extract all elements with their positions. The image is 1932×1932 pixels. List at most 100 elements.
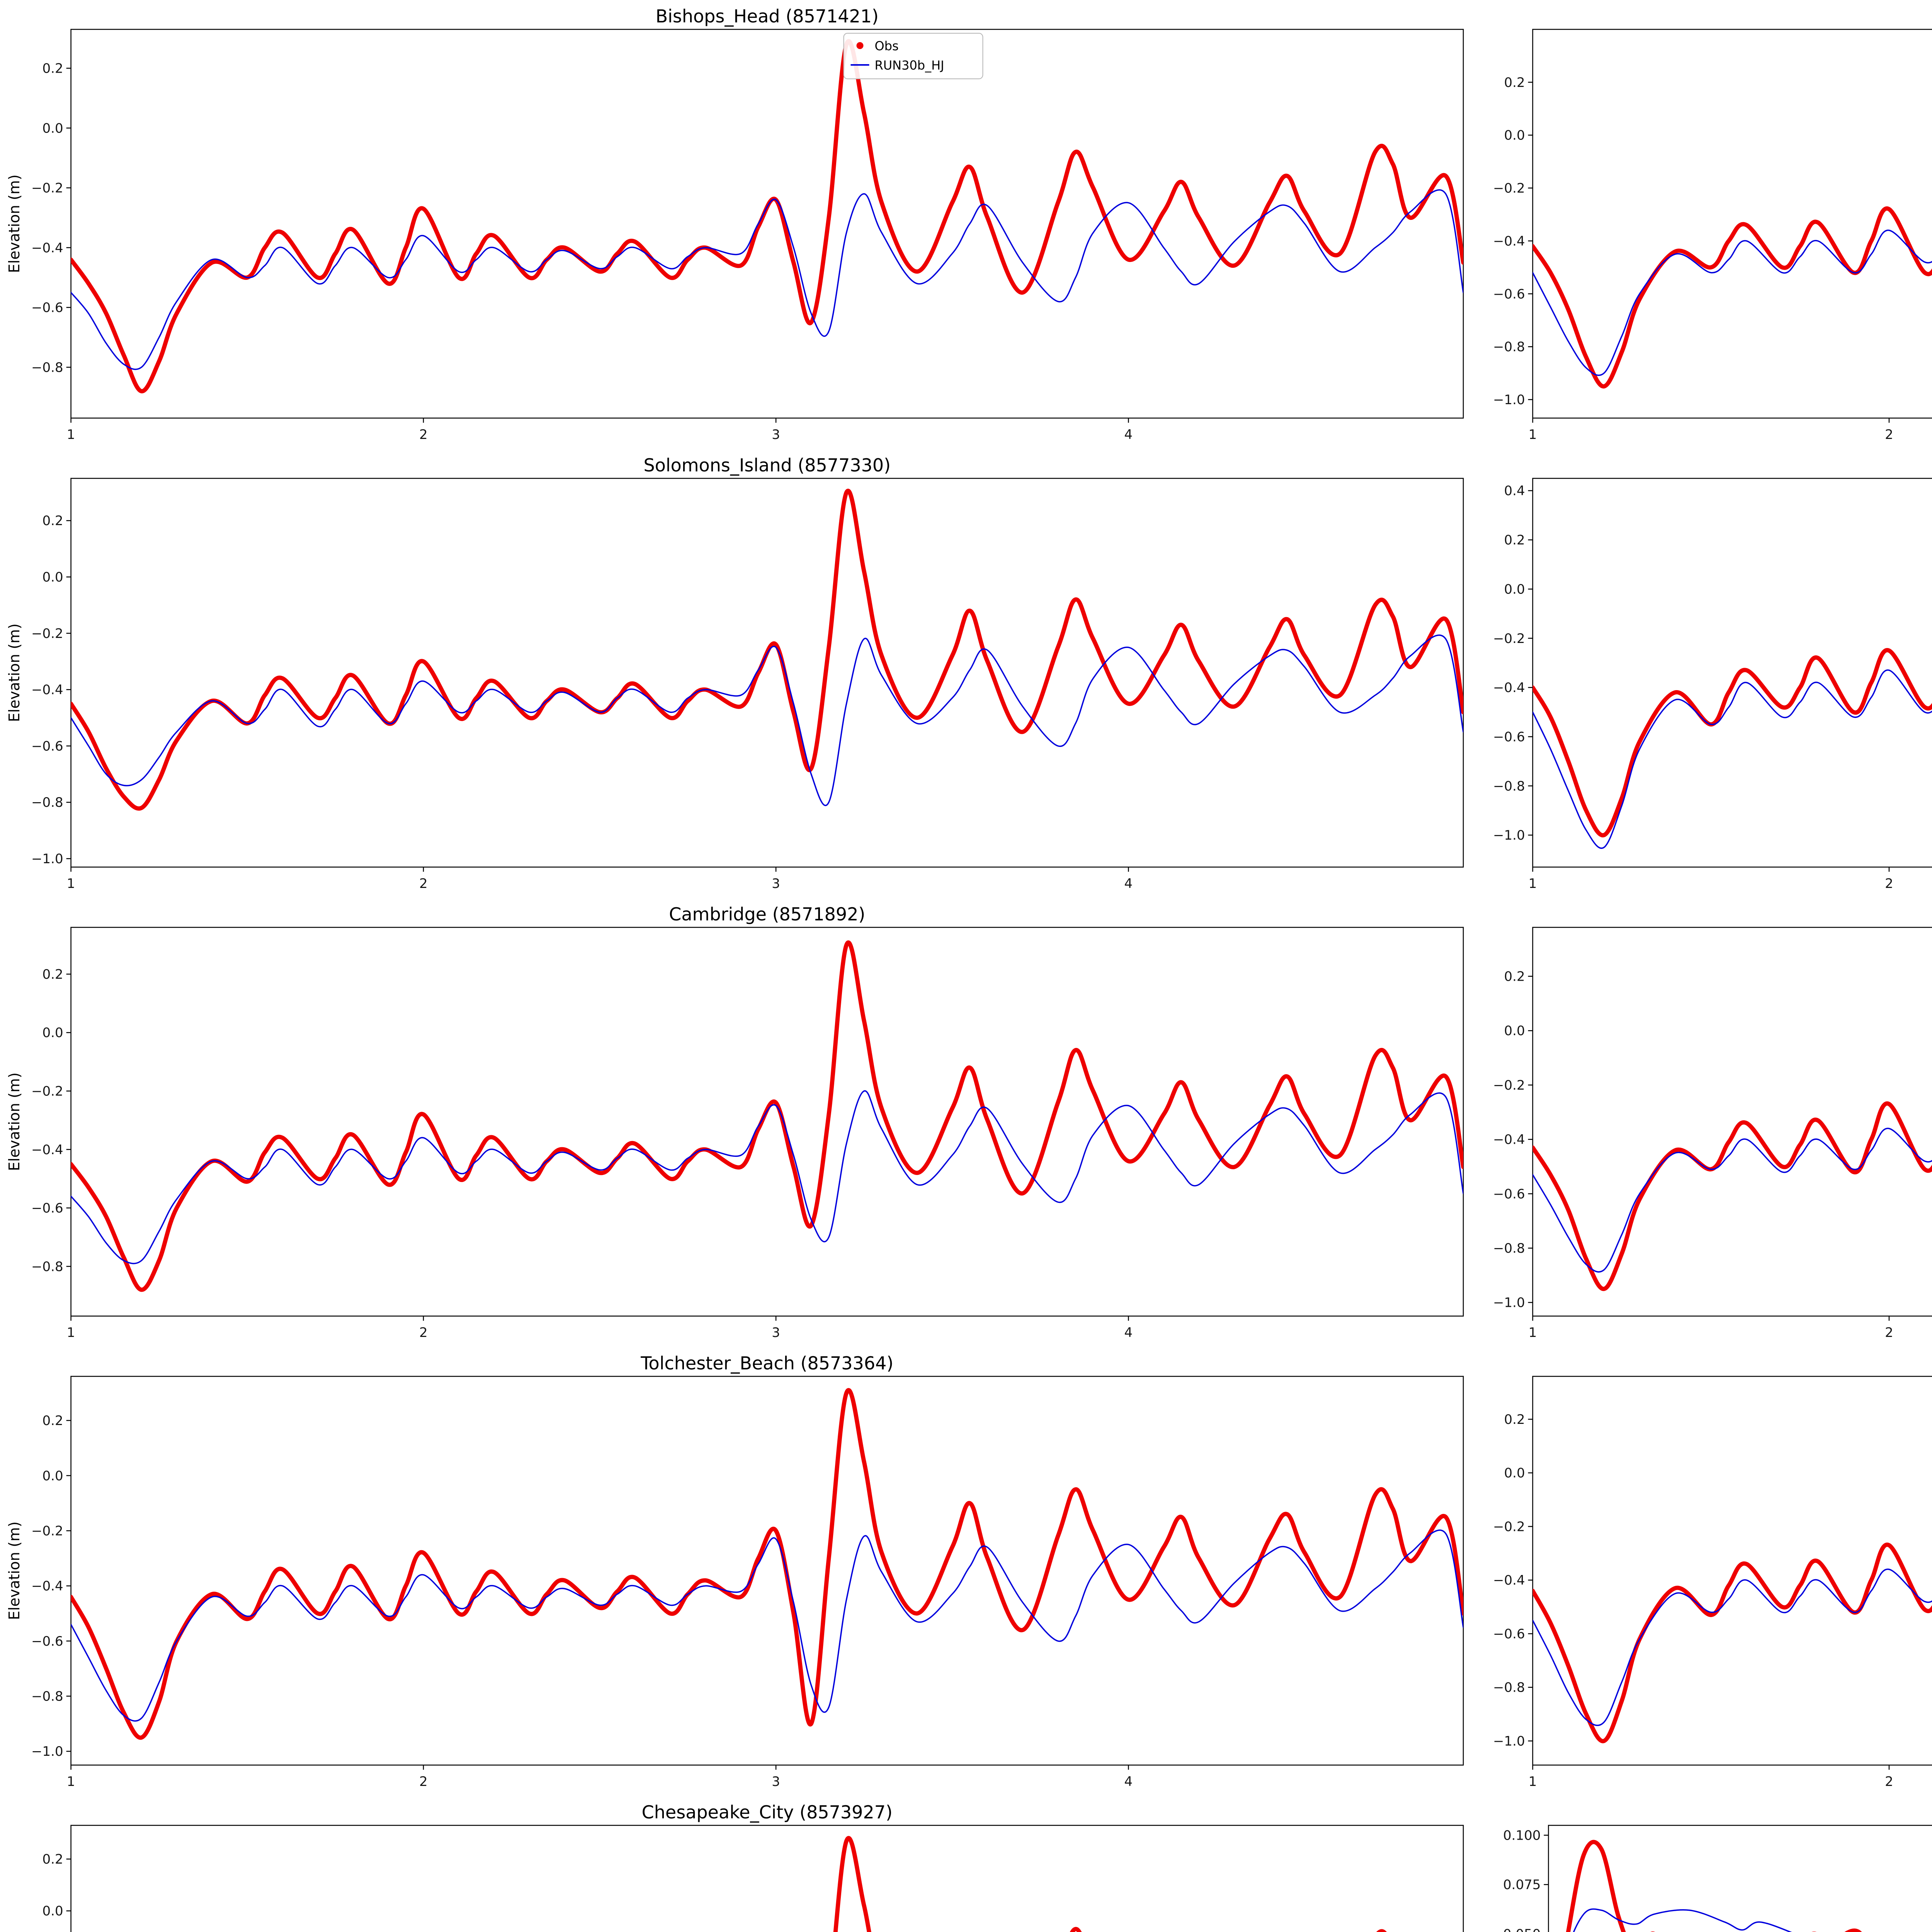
series-group — [71, 39, 1463, 393]
y-tick-label: −0.2 — [1493, 631, 1525, 646]
series-group — [1566, 1840, 1862, 1932]
subplot-bishops_head: Bishops_Head (8571421) 0.2 0.0 −0.2 −0.4 −0.6… — [6, 5, 1471, 449]
x-tick-label: 1 — [67, 876, 75, 891]
x-tick-label: 2 — [1885, 1325, 1893, 1340]
chart-canvas-8594900: Washington (8594900)0.40.20.0−0.2−0.4−0.… — [1493, 478, 1932, 891]
x-tick-label: 3 — [772, 1325, 780, 1340]
series-Obs — [1532, 206, 1932, 389]
subplot-tolchester_beach: Tolchester_Beach (8573364) 0.2 0.0 −0.2 −0.4… — [6, 1352, 1471, 1796]
series-Obs — [71, 1388, 1463, 1740]
y-tick-label: 0.2 — [1504, 532, 1525, 548]
y-axis-label: Elevation (m) — [8, 1521, 23, 1620]
x-tick-label: 1 — [67, 1325, 75, 1340]
chart-canvas-8571421: Bishops_Head (8571421) 0.2 0.0 −0.2 −0.4 −0.6… — [6, 6, 1464, 442]
axes-frame — [70, 927, 1464, 1317]
axes-frame — [70, 1376, 1464, 1766]
series-RUN30b_HJ — [71, 1529, 1463, 1722]
chart-canvas-9755371: San_Juan_La_Puntilla (9755371)0.1000.075… — [1503, 1825, 1932, 1932]
x-tick-label: 2 — [419, 1774, 428, 1789]
axes-frame — [1532, 478, 1932, 868]
series-Obs — [71, 489, 1463, 811]
y-tick-label: −0.2 — [1493, 1519, 1525, 1534]
y-tick-label: −0.8 — [1493, 1241, 1525, 1256]
series-RUN30b_HJ — [1573, 1908, 1792, 1932]
y-tick-label: 0.100 — [1503, 1828, 1541, 1843]
chart-canvas-8573364: Tolchester_Beach (8573364) 0.2 0.0 −0.2 −0.4… — [6, 1353, 1464, 1789]
y-tick-label: 0.075 — [1503, 1877, 1541, 1893]
legend-label-obs: Obs — [874, 39, 898, 53]
axes-frame — [1532, 29, 1932, 419]
axes-frame — [70, 29, 1464, 419]
y-tick-label: 0.2 — [43, 967, 63, 982]
series-Obs — [1532, 648, 1932, 838]
y-tick-label: 0.2 — [1504, 1412, 1525, 1427]
series-RUN30b_HJ — [1532, 230, 1932, 376]
y-tick-label: 0.0 — [43, 570, 63, 585]
y-tick-label: −1.0 — [1493, 1733, 1525, 1749]
series-RUN30b_HJ — [71, 1090, 1463, 1264]
y-tick-label: −0.6 — [31, 1634, 63, 1649]
series-group — [71, 489, 1463, 811]
series-Obs — [71, 940, 1463, 1292]
y-tick-label: −0.4 — [31, 1142, 63, 1158]
chart-canvas-8573927: Chesapeake_City (8573927)0.20.0−0.2−0.4−… — [43, 1802, 1464, 1932]
subplot-dahlgren: Dahlgren (8635027)0.20.0−0.2−0.4−0.6−0.8… — [1485, 5, 1932, 449]
chart-title: Solomons_Island (8577330) — [644, 455, 891, 476]
y-tick-label: 0.0 — [43, 1468, 63, 1484]
y-tick-label: −0.4 — [1493, 1132, 1525, 1148]
y-tick-label: 0.050 — [1503, 1927, 1541, 1932]
y-tick-label: 0.0 — [43, 1025, 63, 1041]
series-RUN30b_HJ — [1532, 669, 1932, 849]
legend-label-model: RUN30b_HJ — [874, 58, 944, 73]
y-tick-label: −0.2 — [1493, 181, 1525, 196]
subplot-cambridge: Cambridge (8571892) 0.2 0.0 −0.2 −0.4 −0.6 −0.… — [6, 903, 1471, 1347]
y-tick-label: −0.6 — [1493, 729, 1525, 745]
y-tick-label: 0.0 — [1504, 128, 1525, 143]
series-group — [1532, 1101, 1932, 1291]
y-tick-label: 0.2 — [43, 1852, 63, 1867]
y-tick-label: −1.0 — [1493, 828, 1525, 843]
y-tick-label: −0.4 — [31, 682, 63, 698]
x-tick-label: 3 — [772, 427, 780, 442]
y-tick-label: −1.0 — [1493, 1295, 1525, 1311]
axes-frame — [70, 478, 1464, 868]
x-tick-label: 2 — [1885, 1774, 1893, 1789]
y-tick-label: −0.8 — [1493, 779, 1525, 794]
y-tick-label: 0.2 — [43, 61, 63, 77]
series-group — [71, 940, 1463, 1292]
y-tick-label: −0.4 — [31, 1578, 63, 1594]
series-Obs — [1532, 1101, 1932, 1291]
y-tick-label: 0.2 — [1504, 969, 1525, 985]
axes-frame — [1532, 1376, 1932, 1766]
y-tick-label: −0.4 — [1493, 233, 1525, 249]
y-tick-label: −0.2 — [31, 626, 63, 641]
y-tick-label: −0.4 — [1493, 1573, 1525, 1588]
x-tick-label: 1 — [1529, 1325, 1537, 1340]
subplot-annapolis: Annapolis (8575512)0.20.0−0.2−0.4−0.6−0.… — [1485, 903, 1932, 1347]
y-tick-label: −0.8 — [31, 1259, 63, 1274]
chart-canvas-8577330: Solomons_Island (8577330) 0.2 0.0 −0.2 −0.4 −… — [6, 455, 1464, 891]
chart-canvas-8571892: Cambridge (8571892) 0.2 0.0 −0.2 −0.4 −0.6 −0.… — [6, 904, 1464, 1340]
x-tick-label: 4 — [1124, 876, 1133, 891]
axes-frame — [1548, 1825, 1932, 1932]
subplot-washington: Washington (8594900)0.40.20.0−0.2−0.4−0.… — [1485, 454, 1932, 898]
chart-title: Tolchester_Beach (8573364) — [640, 1353, 893, 1374]
subplot-chesapeake_city: Chesapeake_City (8573927)0.20.0−0.2−0.4−… — [8, 1801, 1471, 1932]
y-tick-label: −0.6 — [1493, 1626, 1525, 1642]
axes-frame — [1532, 927, 1932, 1317]
y-tick-label: −0.2 — [31, 1523, 63, 1539]
x-tick-label: 3 — [772, 876, 780, 891]
y-tick-label: 0.2 — [1504, 75, 1525, 90]
series-RUN30b_HJ — [1532, 1128, 1932, 1273]
chart-title: Bishops_Head (8571421) — [656, 6, 879, 27]
x-tick-label: 4 — [1124, 427, 1133, 442]
y-tick-label: 0.0 — [1504, 582, 1525, 597]
subplot-san_juan_la_puntilla: San_Juan_La_Puntilla (9755371)0.1000.075… — [1485, 1801, 1932, 1932]
series-Obs — [71, 39, 1463, 393]
legend: Obs RUN30b_HJ — [843, 33, 983, 79]
y-tick-label: 0.0 — [43, 1903, 63, 1919]
y-tick-label: −0.8 — [31, 1689, 63, 1704]
y-tick-label: 0.4 — [1504, 483, 1525, 499]
y-tick-label: −0.8 — [31, 360, 63, 375]
y-tick-label: 0.0 — [1504, 1023, 1525, 1039]
